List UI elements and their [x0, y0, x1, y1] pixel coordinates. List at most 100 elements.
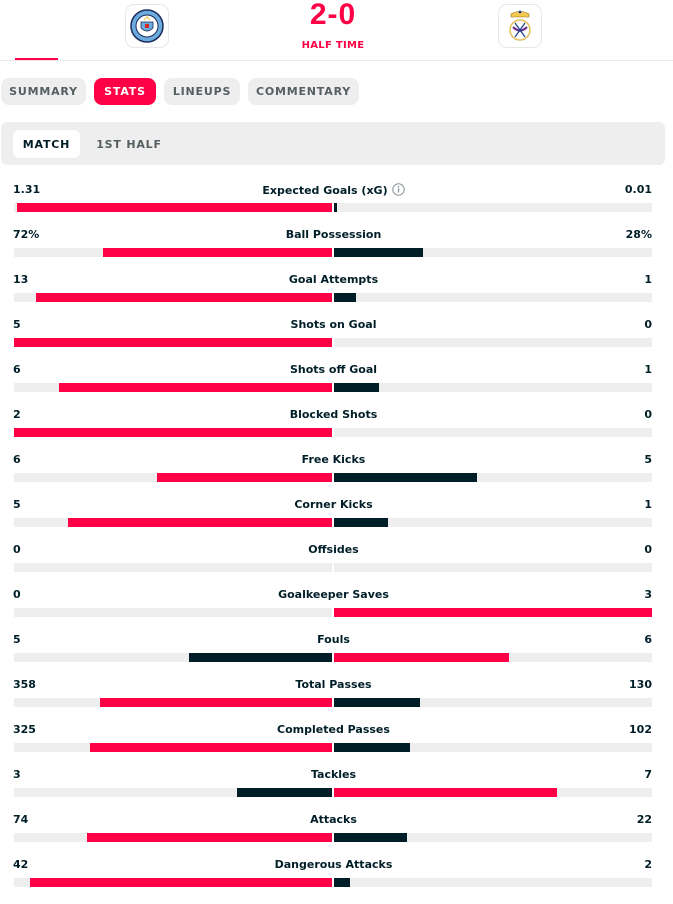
stat-row: 5 Shots on Goal 0	[0, 307, 673, 352]
stat-away-bar-track	[334, 698, 652, 707]
stat-away-bar-track	[334, 293, 652, 302]
stat-away-bar	[334, 293, 356, 302]
stat-row: 6 Free Kicks 5	[0, 442, 673, 487]
match-status: HALF TIME	[301, 40, 365, 51]
stat-home-bar-track	[14, 698, 332, 707]
stat-away-bar-track	[334, 428, 652, 437]
stat-label: Offsides	[0, 543, 667, 557]
stat-away-bar	[334, 518, 388, 527]
stat-label: Tackles	[0, 768, 667, 782]
tab-match[interactable]: MATCH	[13, 130, 80, 158]
stat-away-bar	[334, 833, 407, 842]
stat-away-value: 6	[644, 633, 652, 646]
stat-away-bar-track	[334, 653, 652, 662]
stat-label: Total Passes	[0, 678, 667, 692]
stat-home-bar	[87, 833, 332, 842]
stat-label-text: Attacks	[310, 813, 357, 826]
stat-label-text: Ball Possession	[285, 228, 382, 241]
home-team-logo[interactable]	[126, 5, 168, 47]
stat-home-bar-track	[14, 563, 332, 572]
stat-home-bar	[103, 248, 332, 257]
stat-away-bar-track	[334, 878, 652, 887]
stat-away-bar	[334, 248, 423, 257]
stat-home-value: 5	[13, 633, 21, 646]
stat-label: Corner Kicks	[0, 498, 667, 512]
stat-home-value: 6	[13, 453, 21, 466]
stat-row: 0 Goalkeeper Saves 3	[0, 577, 673, 622]
stat-home-value: 0	[13, 543, 21, 556]
stat-home-bar-track	[14, 383, 332, 392]
stat-home-value: 0	[13, 588, 21, 601]
stat-label-text: Completed Passes	[277, 723, 390, 736]
stat-away-bar	[334, 383, 379, 392]
tab-1st-half[interactable]: 1ST HALF	[96, 137, 162, 151]
stat-away-bar	[334, 743, 410, 752]
stat-away-bar-track	[334, 518, 652, 527]
stat-home-bar-track	[14, 653, 332, 662]
stats-list: 1.31 Expected Goals (xG) 0.01 72% Ball Posse…	[0, 172, 673, 892]
info-icon[interactable]	[391, 183, 405, 196]
stat-away-value: 2	[644, 858, 652, 871]
stat-away-value: 0	[644, 408, 652, 421]
stat-row: 13 Goal Attempts 1	[0, 262, 673, 307]
stat-row: 2 Blocked Shots 0	[0, 397, 673, 442]
stat-label: Free Kicks	[0, 453, 667, 467]
stat-label-text: Tackles	[310, 768, 357, 781]
stat-away-value: 7	[644, 768, 652, 781]
stat-home-bar	[14, 338, 332, 347]
stat-away-bar	[334, 473, 477, 482]
stat-away-value: 0	[644, 543, 652, 556]
tab-commentary[interactable]: COMMENTARY	[248, 78, 359, 105]
stat-away-bar	[334, 653, 509, 662]
stat-label-text: Fouls	[317, 633, 350, 646]
manchester-city-crest-icon	[130, 9, 164, 43]
stat-away-bar-track	[334, 473, 652, 482]
stat-row: 325 Completed Passes 102	[0, 712, 673, 757]
stat-home-bar-track	[14, 428, 332, 437]
stat-away-value: 1	[644, 363, 652, 376]
stat-home-bar-track	[14, 248, 332, 257]
stat-label: Shots off Goal	[0, 363, 667, 377]
stat-away-value: 3	[644, 588, 652, 601]
stat-row: 358 Total Passes 130	[0, 667, 673, 712]
stat-row: 0 Offsides 0	[0, 532, 673, 577]
stat-label-text: Expected Goals (xG)	[262, 184, 388, 197]
real-madrid-crest-icon	[509, 10, 531, 41]
tab-stats[interactable]: STATS	[94, 78, 156, 105]
stat-home-bar-track	[14, 293, 332, 302]
stat-away-bar-track	[334, 788, 652, 797]
stat-label: Completed Passes	[0, 723, 667, 737]
match-header: 2-0 HALF TIME	[0, 0, 673, 61]
tab-summary[interactable]: SUMMARY	[1, 78, 86, 105]
stat-label-text: Shots off Goal	[289, 363, 378, 376]
stat-away-bar	[334, 608, 652, 617]
stat-home-value: 5	[13, 318, 21, 331]
stat-row: 5 Corner Kicks 1	[0, 487, 673, 532]
stat-away-bar-track	[334, 338, 652, 347]
stat-label: Expected Goals (xG)	[0, 183, 667, 198]
stat-label-text: Offsides	[308, 543, 359, 556]
stat-home-bar-track	[14, 338, 332, 347]
stat-away-bar-track	[334, 833, 652, 842]
stat-label-text: Total Passes	[295, 678, 372, 691]
stat-label-text: Shots on Goal	[290, 318, 377, 331]
stat-away-bar-track	[334, 563, 652, 572]
stat-home-bar	[100, 698, 332, 707]
away-team-logo[interactable]	[499, 5, 541, 47]
stat-label: Attacks	[0, 813, 667, 827]
stat-home-bar-track	[14, 608, 332, 617]
stat-home-value: 42	[13, 858, 29, 871]
stat-label: Goal Attempts	[0, 273, 667, 287]
stat-home-value: 3	[13, 768, 21, 781]
stat-home-bar-track	[14, 788, 332, 797]
stat-row: 1.31 Expected Goals (xG) 0.01	[0, 172, 673, 217]
stat-away-bar	[334, 698, 420, 707]
stat-home-bar	[68, 518, 332, 527]
tab-lineups[interactable]: LINEUPS	[164, 78, 240, 105]
stat-home-bar	[36, 293, 332, 302]
stat-home-bar-track	[14, 473, 332, 482]
stat-home-value: 74	[13, 813, 29, 826]
stat-away-value: 0.01	[624, 183, 652, 196]
stat-home-value: 6	[13, 363, 21, 376]
stat-away-value: 5	[644, 453, 652, 466]
